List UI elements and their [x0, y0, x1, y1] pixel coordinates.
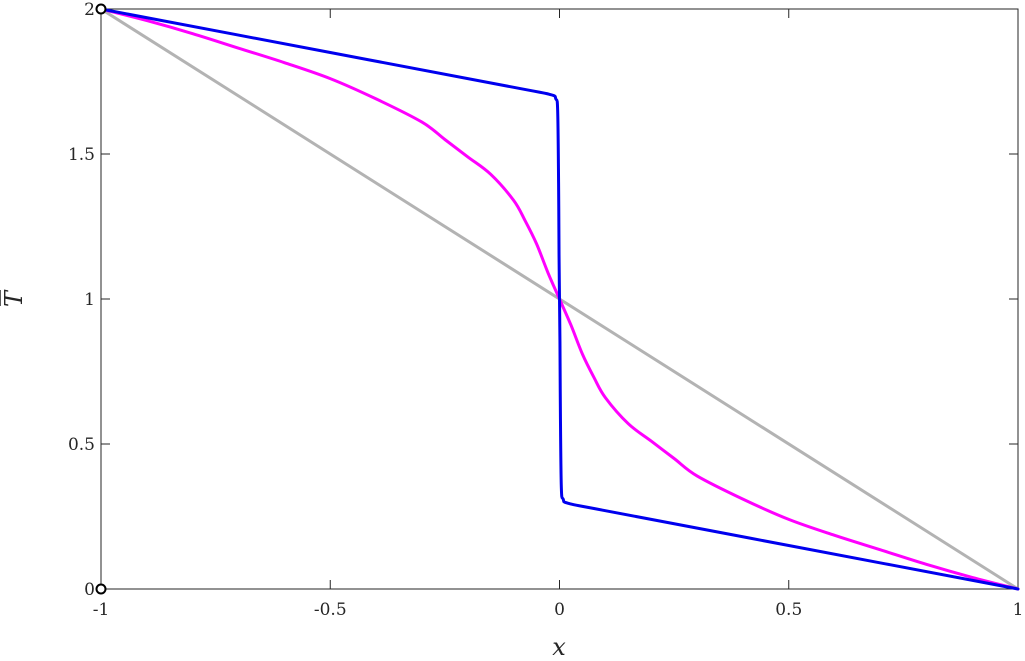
y-tick-label: 1.5 — [68, 145, 95, 165]
x-axis-label: x — [552, 633, 566, 661]
y-tick-label: 2 — [84, 0, 95, 20]
series-line-3 — [99, 7, 1020, 591]
y-axis-label-group: T — [0, 289, 28, 307]
y-tick-label: 0.5 — [68, 435, 95, 455]
marker-layer — [95, 3, 107, 595]
boundary-marker — [95, 3, 107, 15]
y-axis-label: T — [0, 289, 28, 307]
x-tick-label: -0.5 — [314, 600, 347, 620]
y-axis-ticks: 0 0.5 1 1.5 2 — [68, 0, 1018, 600]
x-tick-label: -1 — [93, 600, 110, 620]
y-tick-label: 1 — [84, 290, 95, 310]
x-axis-ticks: -1 -0.5 0 0.5 1 — [93, 9, 1024, 620]
x-tick-label: 1 — [1013, 600, 1024, 620]
series-layer — [99, 7, 1020, 591]
boundary-marker — [95, 583, 107, 595]
x-tick-label: 0.5 — [775, 600, 802, 620]
y-tick-label: 0 — [84, 580, 95, 600]
x-tick-label: 0 — [554, 600, 565, 620]
